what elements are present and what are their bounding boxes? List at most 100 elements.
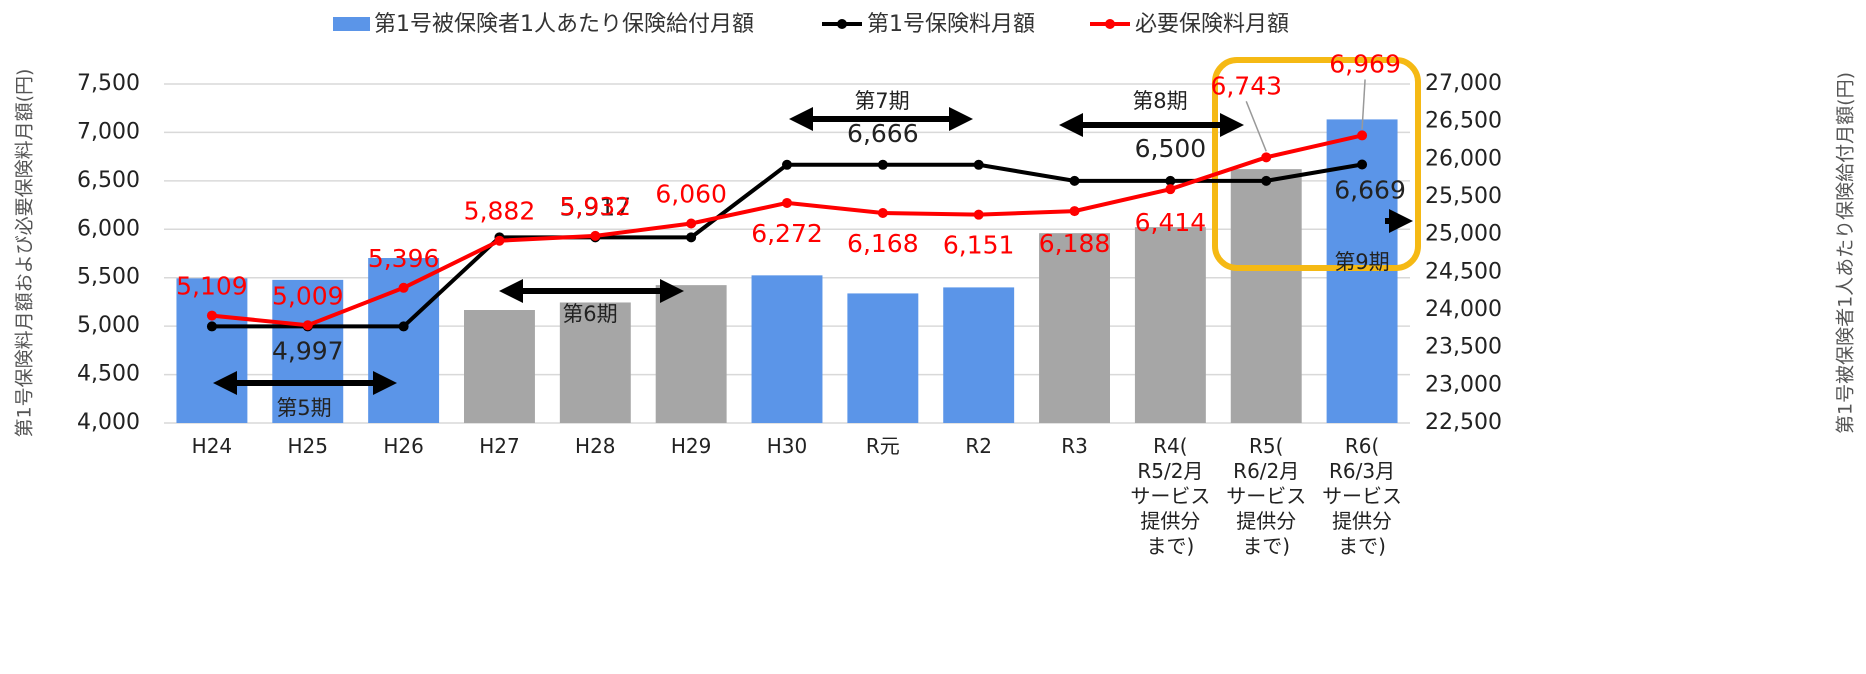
y2-tick-label: 27,000 [1425, 71, 1502, 96]
highlight-box [1212, 57, 1421, 271]
point [302, 320, 313, 331]
y2-tick-label: 24,500 [1425, 259, 1502, 284]
lines: 4,997 5,917 6,666 6,500 6,669 5,109 5,009 5,396… [176, 49, 1406, 365]
data-label: 6,500 [1135, 134, 1207, 163]
point [973, 159, 984, 170]
annotation: 第7期 [854, 89, 909, 113]
y-tick-label: 4,000 [77, 410, 140, 435]
point [398, 282, 409, 293]
x-tick-label: H30 [767, 434, 808, 458]
bar [1230, 169, 1302, 423]
data-label: 6,151 [943, 231, 1015, 260]
y2-axis-title: 第1号被保険者1人あたり保険給付月額(円) [1835, 72, 1857, 434]
data-label: 6,669 [1334, 175, 1406, 204]
y2-tick-label: 23,000 [1425, 372, 1502, 397]
data-label: 6,168 [847, 229, 919, 258]
data-label: 6,666 [847, 119, 919, 148]
bar [368, 258, 440, 423]
bar [943, 287, 1015, 423]
y-tick-label: 7,000 [77, 119, 140, 144]
legend-swatch [1105, 19, 1115, 29]
point [1357, 159, 1368, 170]
point [590, 230, 601, 241]
x-tick-label: R3 [1061, 434, 1088, 458]
x-tick-label: H25 [288, 434, 329, 458]
point [1261, 152, 1272, 163]
annotation: 第6期 [562, 302, 617, 326]
data-label: 6,969 [1329, 49, 1401, 78]
data-label: 6,743 [1210, 71, 1282, 100]
x-tick-label: H28 [575, 434, 616, 458]
point [973, 209, 984, 220]
data-label: 5,009 [272, 281, 344, 310]
point [782, 197, 792, 208]
point [1165, 175, 1176, 186]
legend-swatch [837, 19, 847, 29]
data-label: 5,882 [464, 197, 536, 226]
y2-tick-label: 22,500 [1425, 410, 1502, 435]
x-tick-label: R元 [866, 434, 900, 458]
x-tick-label: R6(R6/3月サービス提供分まで) [1322, 434, 1402, 558]
annotation: 第9期 [1334, 250, 1389, 274]
point [1069, 206, 1080, 217]
point [1261, 175, 1272, 186]
point [398, 321, 409, 332]
data-label: 5,932 [560, 192, 632, 221]
y-tick-label: 6,000 [77, 216, 140, 241]
bars [176, 119, 1398, 423]
point [686, 218, 697, 229]
data-label: 4,997 [272, 336, 344, 365]
bar [655, 285, 727, 423]
point [1069, 175, 1080, 186]
y-tick-label: 5,000 [77, 313, 140, 338]
x-tick-label: R2 [965, 434, 992, 458]
data-label: 6,188 [1039, 229, 1111, 258]
y-tick-label: 5,500 [77, 265, 140, 290]
point [206, 310, 217, 321]
data-label: 6,060 [655, 179, 727, 208]
legend-label: 第1号被保険者1人あたり保険給付月額 [374, 12, 754, 37]
annotation: 第5期 [276, 396, 331, 420]
bar [272, 279, 344, 423]
legend-swatch [333, 17, 370, 31]
period-arrows [213, 107, 1413, 395]
bar [176, 278, 248, 423]
bar [1039, 233, 1111, 423]
bar [847, 293, 919, 423]
x-tick-label: R5(R6/2月サービス提供分まで) [1226, 434, 1306, 558]
x-tick-label: H29 [671, 434, 712, 458]
annotation: 第8期 [1132, 89, 1187, 113]
legend-label: 必要保険料月額 [1135, 12, 1289, 37]
leader-line [1361, 79, 1366, 130]
x-tick-label: H24 [192, 434, 233, 458]
y-axis-title: 第1号保険料月額および必要保険料月額(円) [14, 69, 36, 438]
y-tick-label: 7,500 [77, 71, 140, 96]
y2-tick-label: 23,500 [1425, 335, 1502, 360]
x-tick-label: H26 [383, 434, 424, 458]
bar [1134, 227, 1206, 423]
point [1357, 130, 1368, 141]
point [494, 235, 505, 246]
x-tick-label: H27 [479, 434, 520, 458]
y2-tick-label: 26,500 [1425, 109, 1502, 134]
point [1165, 184, 1176, 195]
legend-label: 第1号保険料月額 [867, 12, 1035, 37]
point [686, 232, 697, 243]
data-label: 5,917 [560, 192, 632, 221]
bar [751, 275, 823, 423]
point [206, 321, 217, 332]
bar [559, 302, 631, 423]
data-label: 6,414 [1135, 208, 1207, 237]
y-tick-label: 6,500 [77, 168, 140, 193]
point [782, 159, 792, 170]
bar [463, 310, 535, 423]
y2-tick-label: 25,000 [1425, 222, 1502, 247]
data-label: 5,109 [176, 272, 248, 301]
y2-tick-label: 24,000 [1425, 297, 1502, 322]
y2-tick-label: 25,500 [1425, 184, 1502, 209]
data-label: 6,272 [751, 219, 823, 248]
y2-tick-label: 26,000 [1425, 146, 1502, 171]
data-label: 5,396 [368, 244, 440, 273]
point [877, 159, 888, 170]
